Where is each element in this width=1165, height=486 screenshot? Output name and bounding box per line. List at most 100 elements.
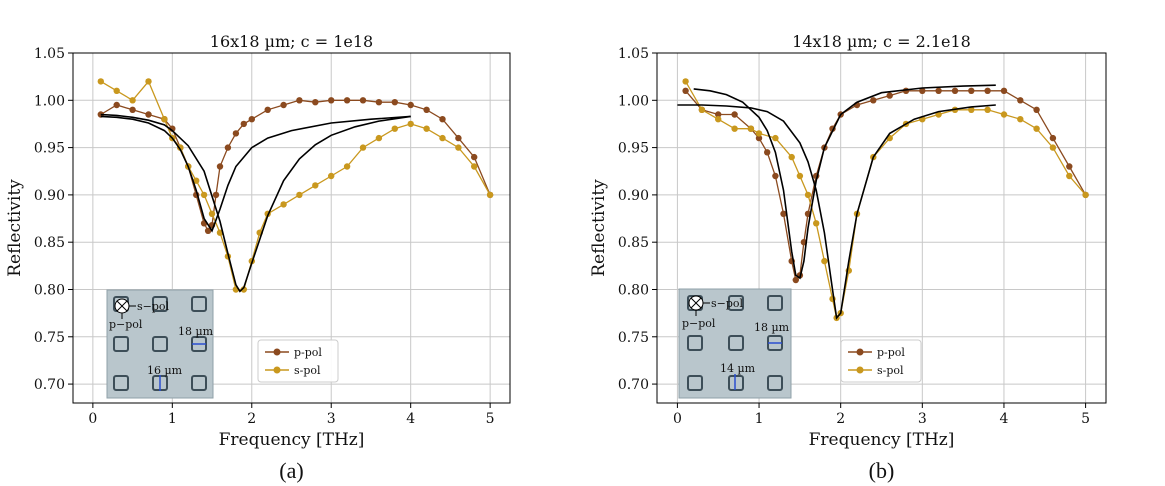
- inset-height-label: 18 µm: [754, 321, 790, 334]
- data-point-s-pol: [796, 172, 804, 180]
- data-point-s-pol: [97, 78, 105, 85]
- data-point-p-pol: [1049, 134, 1057, 142]
- y-axis-label: Reflectivity: [5, 179, 25, 277]
- data-point-p-pol: [886, 92, 893, 99]
- legend-label-s-pol: s-pol: [877, 364, 904, 377]
- inset-width-label: 14 µm: [720, 362, 756, 375]
- data-point-s-pol: [755, 130, 763, 137]
- y-tick-label: 0.80: [618, 282, 649, 298]
- data-point-p-pol: [439, 116, 446, 123]
- y-tick-label: 0.75: [34, 330, 65, 346]
- data-point-p-pol: [471, 153, 478, 161]
- series-line-p-pol: [685, 90, 1087, 282]
- data-point-s-pol: [145, 78, 152, 85]
- x-tick-label: 1: [755, 411, 764, 427]
- y-tick-label: 0.85: [34, 235, 65, 251]
- inset-height-label: 18 µm: [178, 325, 214, 338]
- data-point-p-pol: [755, 134, 763, 142]
- series-line-s-pol-fit: [677, 104, 996, 320]
- x-tick-label: 0: [88, 411, 97, 427]
- data-point-p-pol: [328, 97, 335, 104]
- data-point-s-pol: [715, 116, 722, 123]
- data-point-s-pol: [423, 125, 430, 132]
- data-point-p-pol: [375, 99, 383, 106]
- data-point-p-pol: [919, 87, 926, 95]
- data-point-s-pol: [471, 163, 478, 170]
- data-point-s-pol: [731, 125, 738, 132]
- data-point-s-pol: [328, 172, 335, 180]
- inset-image: s−pol p−pol 18 µm 14 µm: [678, 288, 792, 399]
- data-point-p-pol: [248, 116, 255, 123]
- data-point-s-pol: [161, 116, 168, 123]
- axis-ticks: 0 1 2 3 4 5 0.70 0.75 0.80 0.85 0.90 0.95 1.00 1.05: [618, 46, 1090, 427]
- data-point-p-pol: [216, 163, 224, 170]
- x-tick-label: 4: [406, 411, 415, 427]
- x-tick-label: 1: [168, 411, 177, 427]
- data-point-p-pol: [407, 101, 414, 109]
- data-point-p-pol: [780, 210, 787, 217]
- data-point-p-pol: [731, 111, 738, 118]
- plot-area: [97, 78, 494, 293]
- data-point-p-pol: [343, 97, 351, 104]
- data-point-p-pol: [312, 99, 319, 106]
- data-point-p-pol: [764, 149, 771, 156]
- inset-image: s−pol p−pol 18 µm 16 µm: [106, 289, 214, 399]
- data-point-p-pol: [212, 191, 220, 199]
- data-point-p-pol: [935, 87, 942, 95]
- x-tick-label: 5: [486, 411, 495, 427]
- panel-caption: (a): [279, 458, 303, 483]
- legend: p-pol s-pol: [840, 339, 922, 383]
- data-point-p-pol: [455, 134, 462, 142]
- data-point-p-pol: [715, 111, 722, 118]
- data-point-p-pol: [391, 99, 398, 106]
- data-point-p-pol: [792, 276, 799, 284]
- data-point-p-pol: [1033, 106, 1040, 114]
- data-point-s-pol: [1017, 116, 1024, 123]
- legend: p-pol s-pol: [257, 339, 339, 383]
- data-point-s-pol: [439, 134, 446, 142]
- data-point-p-pol: [204, 227, 212, 234]
- series-line-s-pol: [685, 81, 1087, 320]
- panel-caption: (b): [869, 458, 895, 483]
- data-point-s-pol: [698, 106, 706, 114]
- y-tick-label: 0.85: [618, 235, 649, 251]
- data-point-p-pol: [1066, 163, 1073, 170]
- y-tick-label: 1.05: [34, 46, 65, 62]
- y-tick-label: 0.90: [34, 188, 65, 204]
- x-tick-label: 5: [1081, 411, 1090, 427]
- x-tick-label: 2: [247, 411, 256, 427]
- inset-s-pol-label: s−pol: [137, 300, 170, 313]
- inset-width-label: 16 µm: [147, 364, 183, 377]
- data-point-s-pol: [747, 125, 755, 132]
- inset-p-pol-label: p−pol: [109, 318, 143, 331]
- data-point-s-pol: [1000, 111, 1008, 118]
- y-tick-label: 0.80: [34, 282, 65, 298]
- inset-s-pol-label: s−pol: [711, 297, 744, 310]
- chart-title: 16x18 µm; c = 1e18: [210, 32, 373, 51]
- data-point-s-pol: [1066, 172, 1073, 180]
- series-line-p-pol-fit: [693, 84, 996, 280]
- chart-panel-a: s−pol p−pol 18 µm 16 µm 0 1 2 3 4 5 0.70 0.75 0.…: [5, 32, 511, 483]
- y-tick-label: 0.75: [618, 330, 649, 346]
- legend-label-s-pol: s-pol: [294, 364, 321, 377]
- data-point-s-pol: [813, 220, 820, 227]
- y-tick-label: 0.95: [34, 141, 65, 157]
- data-point-s-pol: [391, 125, 398, 132]
- polarization-icon: [688, 295, 710, 316]
- y-tick-label: 0.70: [618, 377, 649, 393]
- data-point-s-pol: [193, 177, 200, 184]
- data-point-s-pol: [682, 78, 689, 85]
- y-tick-label: 1.05: [618, 46, 649, 62]
- plot-area: [677, 78, 1089, 322]
- x-axis-label: Frequency [THz]: [809, 430, 955, 450]
- legend-label-p-pol: p-pol: [877, 346, 905, 359]
- data-point-s-pol: [1049, 144, 1057, 151]
- data-point-s-pol: [296, 191, 303, 199]
- data-point-s-pol: [821, 257, 828, 265]
- y-tick-label: 0.95: [618, 141, 649, 157]
- data-point-p-pol: [423, 106, 430, 114]
- data-point-s-pol: [968, 106, 975, 114]
- x-tick-label: 4: [999, 411, 1008, 427]
- polarization-icon: [114, 298, 136, 319]
- data-point-p-pol: [870, 97, 877, 104]
